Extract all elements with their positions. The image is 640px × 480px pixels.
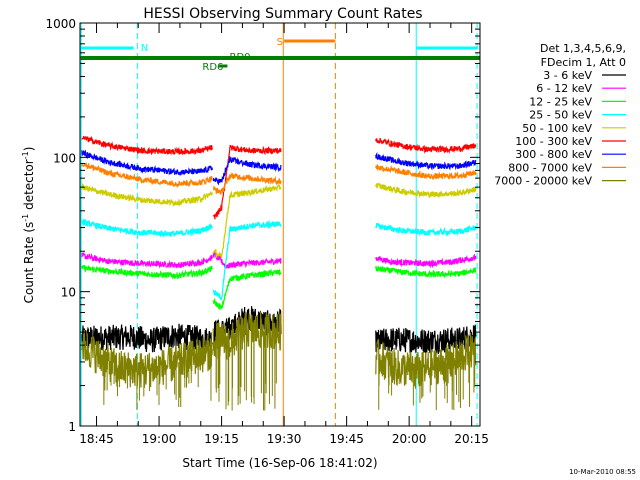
series-line [212, 219, 282, 301]
x-tick-label: 19:30 [267, 432, 302, 446]
x-tick-label: 20:15 [454, 432, 489, 446]
y-axis: 1 10 100 1000 [45, 17, 480, 434]
series-line [213, 172, 282, 195]
legend-entry-label: 6 - 12 keV [536, 82, 592, 95]
y-tick-label: 100 [53, 151, 76, 165]
y-tick-label: 10 [61, 286, 76, 300]
series-line [81, 162, 213, 188]
x-tick-label: 19:45 [329, 432, 364, 446]
series-300-800-kev [81, 149, 477, 186]
series-line [375, 182, 477, 199]
series-line [375, 151, 477, 171]
legend-entry-label: 50 - 100 keV [522, 122, 592, 135]
series-25-50-kev [81, 217, 477, 301]
y-tick-label: 1 [68, 420, 76, 434]
legend-header-detectors: Det 1,3,4,5,6,9, [540, 42, 626, 55]
footer-stamp: 10-Mar-2010 08:55 [569, 468, 636, 476]
series-line [81, 135, 213, 156]
series-line [375, 332, 477, 387]
series-line [375, 222, 477, 237]
legend-entry-label: 3 - 6 keV [543, 69, 592, 82]
legend-entry-label: 25 - 50 keV [529, 109, 592, 122]
night-flag-label: N [141, 43, 148, 54]
saa-flag-label: S [277, 37, 283, 48]
x-tick-label: 19:00 [142, 432, 177, 446]
x-tick-label: 19:15 [204, 432, 239, 446]
y-axis-label: Count Rate (s-1 detector-1) [21, 147, 36, 304]
legend: Det 1,3,4,5,6,9, FDecim 1, Att 0 3 - 6 k… [494, 42, 626, 188]
series-12-25-kev [81, 264, 477, 310]
series-line [81, 264, 213, 280]
series-6-12-kev [81, 250, 477, 270]
plot-frame [79, 22, 481, 427]
legend-header-decim: FDecim 1, Att 0 [541, 56, 626, 69]
x-tick-label: 18:45 [79, 432, 114, 446]
series-line [212, 268, 282, 310]
legend-entry-label: 7000 - 20000 keV [494, 175, 592, 188]
legend-entry-label: 100 - 300 keV [515, 135, 592, 148]
rd6-flag-label: RD6 [202, 62, 223, 73]
series-line [81, 217, 213, 239]
y-tick-label: 1000 [45, 17, 76, 31]
x-axis: 18:45 19:00 19:15 19:30 19:45 20:00 20:15 [79, 23, 489, 446]
legend-entry-label: 12 - 25 keV [529, 95, 592, 108]
x-axis-label: Start Time (16-Sep-06 18:41:02) [182, 456, 377, 470]
series-line [81, 251, 213, 269]
series-line [375, 265, 477, 279]
series-7000-20000-kev [81, 312, 477, 411]
legend-entry-label: 300 - 800 keV [515, 148, 592, 161]
series-50-100-kev [81, 182, 477, 259]
series-line [81, 323, 213, 353]
series-line [375, 253, 477, 269]
legend-entry-label: 800 - 7000 keV [508, 161, 592, 174]
series-line [375, 163, 477, 181]
series-800-7000-kev [81, 162, 477, 195]
series-line [81, 182, 213, 207]
x-tick-label: 20:00 [392, 432, 427, 446]
series-line [81, 149, 213, 177]
rd0-flag-label: RD0 [230, 52, 251, 63]
series-line [212, 183, 282, 259]
series-line [212, 155, 282, 186]
series-line [212, 250, 282, 270]
plot-area: N S RD0 RD6 [80, 23, 480, 426]
series-line [375, 137, 477, 155]
chart-title: HESSI Observing Summary Count Rates [143, 6, 422, 22]
